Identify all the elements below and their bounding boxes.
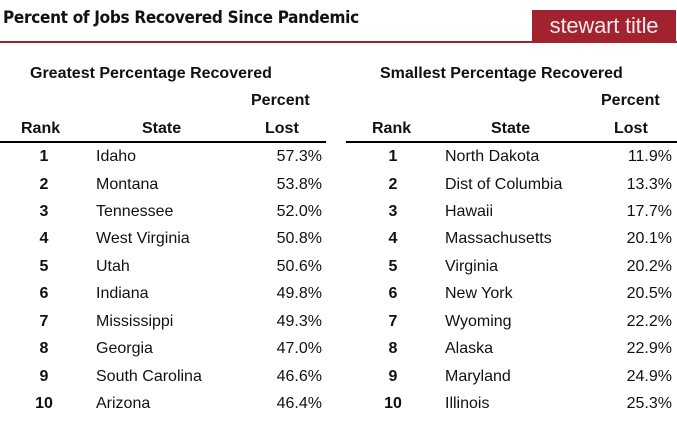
- percent-cell: 17.7%: [626, 203, 672, 220]
- header-underline: [346, 141, 677, 143]
- column-header-state: State: [491, 120, 531, 137]
- state-cell: Hawaii: [445, 203, 494, 220]
- table-row: 2 Dist of Columbia 13.3%: [346, 176, 677, 202]
- rank-cell: 1: [39, 148, 49, 165]
- header-underline: [0, 141, 326, 143]
- table-row: 1 North Dakota 11.9%: [346, 148, 677, 174]
- table-row: 9 Maryland 24.9%: [346, 368, 677, 394]
- table-row: 6 Indiana 49.8%: [0, 285, 330, 311]
- table-title: Smallest Percentage Recovered: [380, 65, 623, 82]
- greatest-recovered-table: Greatest Percentage Recovered Percent Ra…: [0, 0, 330, 417]
- column-header-percent: Percent: [251, 92, 310, 109]
- rank-cell: 8: [39, 340, 49, 357]
- table-row: 1 Idaho 57.3%: [0, 148, 330, 174]
- table-row: 8 Georgia 47.0%: [0, 340, 330, 366]
- rank-cell: 10: [384, 395, 402, 412]
- column-header-rank: Rank: [372, 120, 412, 137]
- rank-cell: 3: [388, 203, 398, 220]
- table-row: 7 Mississippi 49.3%: [0, 313, 330, 339]
- column-header-percent: Percent: [601, 92, 660, 109]
- state-cell: Mississippi: [96, 313, 174, 330]
- page-title: Percent of Jobs Recovered Since Pandemic: [3, 8, 359, 28]
- state-cell: West Virginia: [96, 230, 190, 247]
- percent-cell: 20.2%: [626, 258, 672, 275]
- rank-cell: 6: [388, 285, 398, 302]
- percent-cell: 49.8%: [276, 285, 322, 302]
- rank-cell: 2: [39, 176, 49, 193]
- rank-cell: 9: [39, 368, 49, 385]
- percent-cell: 50.6%: [276, 258, 322, 275]
- state-cell: Tennessee: [96, 203, 174, 220]
- state-cell: Georgia: [96, 340, 153, 357]
- percent-cell: 11.9%: [627, 148, 672, 165]
- column-header-lost: Lost: [265, 120, 299, 137]
- header-divider: [0, 41, 677, 43]
- table-row: 4 West Virginia 50.8%: [0, 230, 330, 256]
- percent-cell: 49.3%: [276, 313, 322, 330]
- rank-cell: 10: [35, 395, 53, 412]
- percent-cell: 47.0%: [276, 340, 322, 357]
- percent-cell: 46.6%: [276, 368, 322, 385]
- percent-cell: 50.8%: [276, 230, 322, 247]
- table-row: 10 Arizona 46.4%: [0, 395, 330, 421]
- state-cell: Dist of Columbia: [445, 176, 563, 193]
- rank-cell: 6: [39, 285, 49, 302]
- rank-cell: 7: [388, 313, 398, 330]
- table-row: 6 New York 20.5%: [346, 285, 677, 311]
- state-cell: Maryland: [445, 368, 511, 385]
- percent-cell: 13.3%: [626, 176, 672, 193]
- percent-cell: 20.5%: [626, 285, 672, 302]
- rank-cell: 5: [39, 258, 49, 275]
- rank-cell: 9: [388, 368, 398, 385]
- table-row: 9 South Carolina 46.6%: [0, 368, 330, 394]
- rank-cell: 1: [388, 148, 398, 165]
- table-title: Greatest Percentage Recovered: [30, 65, 272, 82]
- state-cell: Arizona: [96, 395, 151, 412]
- table-row: 8 Alaska 22.9%: [346, 340, 677, 366]
- rank-cell: 4: [388, 230, 398, 247]
- table-row: 3 Tennessee 52.0%: [0, 203, 330, 229]
- state-cell: Wyoming: [445, 313, 512, 330]
- column-header-rank: Rank: [21, 120, 61, 137]
- rank-cell: 8: [388, 340, 398, 357]
- percent-cell: 20.1%: [626, 230, 672, 247]
- percent-cell: 25.3%: [626, 395, 672, 412]
- smallest-recovered-table: Smallest Percentage Recovered Percent Ra…: [346, 0, 677, 417]
- state-cell: New York: [445, 285, 513, 302]
- table-row: 10 Illinois 25.3%: [346, 395, 677, 421]
- column-header-state: State: [142, 120, 182, 137]
- state-cell: Virginia: [445, 258, 499, 275]
- state-cell: North Dakota: [445, 148, 540, 165]
- state-cell: Montana: [96, 176, 159, 193]
- rank-cell: 7: [39, 313, 49, 330]
- rank-cell: 2: [388, 176, 398, 193]
- state-cell: Utah: [96, 258, 130, 275]
- logo-text: stewart title: [549, 13, 659, 38]
- table-row: 5 Utah 50.6%: [0, 258, 330, 284]
- rank-cell: 3: [39, 203, 49, 220]
- state-cell: Alaska: [445, 340, 494, 357]
- table-row: 5 Virginia 20.2%: [346, 258, 677, 284]
- rank-cell: 4: [39, 230, 49, 247]
- percent-cell: 53.8%: [276, 176, 322, 193]
- stewart-title-logo: stewart title: [532, 10, 676, 42]
- rank-cell: 5: [388, 258, 398, 275]
- percent-cell: 57.3%: [276, 148, 322, 165]
- table-row: 2 Montana 53.8%: [0, 176, 330, 202]
- state-cell: Massachusetts: [445, 230, 552, 247]
- percent-cell: 22.9%: [626, 340, 672, 357]
- state-cell: Idaho: [96, 148, 137, 165]
- percent-cell: 24.9%: [626, 368, 672, 385]
- column-header-lost: Lost: [614, 120, 648, 137]
- percent-cell: 52.0%: [276, 203, 322, 220]
- table-row: 7 Wyoming 22.2%: [346, 313, 677, 339]
- percent-cell: 46.4%: [276, 395, 322, 412]
- table-row: 4 Massachusetts 20.1%: [346, 230, 677, 256]
- state-cell: South Carolina: [96, 368, 202, 385]
- table-row: 3 Hawaii 17.7%: [346, 203, 677, 229]
- state-cell: Indiana: [96, 285, 149, 302]
- percent-cell: 22.2%: [626, 313, 672, 330]
- state-cell: Illinois: [445, 395, 490, 412]
